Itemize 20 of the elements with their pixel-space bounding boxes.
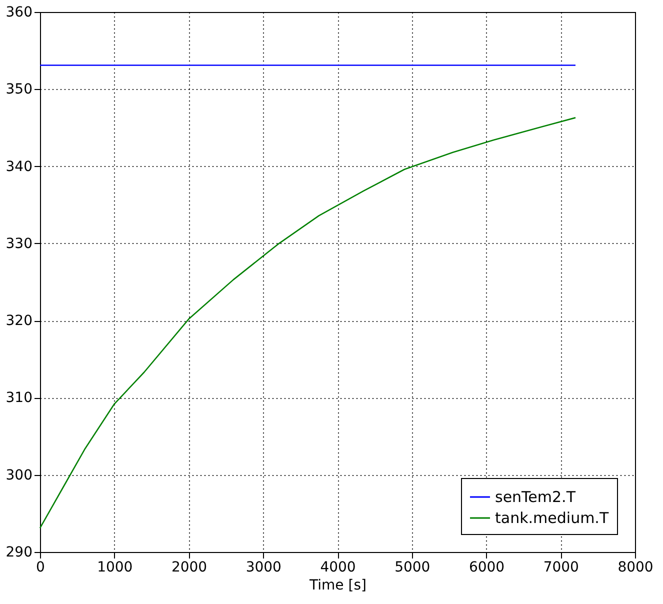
x-tick-label: 8000 <box>618 560 654 576</box>
x-tick-label: 6000 <box>468 560 505 576</box>
y-tick-label: 350 <box>6 82 32 98</box>
x-tick-label: 2000 <box>171 560 208 576</box>
y-tick-label: 300 <box>6 467 32 484</box>
y-tick-label: 360 <box>6 4 32 20</box>
y-tick-label: 310 <box>6 390 32 406</box>
legend-label: senTem2.T <box>495 488 576 506</box>
x-tick-label: 0 <box>36 560 45 576</box>
x-tick-label: 5000 <box>394 560 430 576</box>
y-tick-label: 290 <box>6 544 32 560</box>
legend-label: tank.medium.T <box>495 509 610 527</box>
x-axis-title: Time [s] <box>308 578 366 594</box>
y-tick-label: 330 <box>6 236 32 252</box>
y-tick-label: 340 <box>6 158 32 175</box>
y-tick-label: 320 <box>6 313 32 330</box>
x-tick-label: 7000 <box>543 560 579 576</box>
x-tick-label: 1000 <box>97 560 133 576</box>
x-tick-label: 3000 <box>246 560 282 576</box>
x-tick-label: 4000 <box>320 560 356 576</box>
